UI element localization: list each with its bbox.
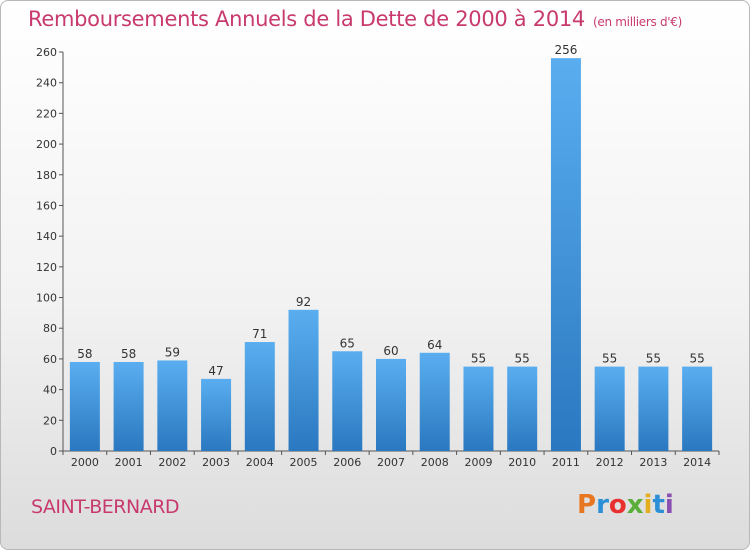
city-name: SAINT-BERNARD xyxy=(31,496,180,518)
bar-value-label: 58 xyxy=(77,347,92,361)
y-tick-label: 200 xyxy=(36,138,57,151)
chart-unit: (en milliers d'€) xyxy=(593,15,683,29)
bar-value-label: 92 xyxy=(296,295,311,309)
bar-value-label: 59 xyxy=(165,345,180,359)
bar-2004 xyxy=(244,342,275,451)
bar-2003 xyxy=(201,378,232,451)
bar-2008 xyxy=(419,352,450,451)
bar-value-label: 256 xyxy=(554,43,577,57)
bar-2007 xyxy=(376,358,406,451)
bar-value-label: 55 xyxy=(646,352,661,366)
bar-value-label: 55 xyxy=(515,352,530,366)
logo-letter: i xyxy=(664,490,674,520)
y-tick-label: 0 xyxy=(50,445,57,458)
bar-2001 xyxy=(113,361,144,451)
chart-title-text: Remboursements Annuels de la Dette de 20… xyxy=(28,7,585,31)
logo-letter: x xyxy=(626,490,644,520)
y-tick-label: 240 xyxy=(36,77,57,90)
x-tick-label: 2002 xyxy=(158,456,186,469)
x-tick-label: 2003 xyxy=(202,456,230,469)
bar-value-label: 55 xyxy=(471,352,486,366)
x-tick-label: 2011 xyxy=(552,456,580,469)
bar-value-label: 47 xyxy=(208,364,223,378)
bar-value-label: 71 xyxy=(252,327,267,341)
x-tick-label: 2001 xyxy=(115,456,143,469)
x-tick-label: 2012 xyxy=(596,456,624,469)
bar-2013 xyxy=(638,366,669,451)
y-tick-label: 20 xyxy=(43,414,57,427)
y-tick-label: 120 xyxy=(36,261,57,274)
bar-2010 xyxy=(507,366,538,451)
logo-letter: t xyxy=(652,490,665,520)
bar-value-label: 58 xyxy=(121,347,136,361)
x-tick-label: 2007 xyxy=(377,456,405,469)
x-tick-label: 2000 xyxy=(71,456,99,469)
y-tick-label: 80 xyxy=(43,322,57,335)
x-tick-label: 2004 xyxy=(246,456,274,469)
y-tick-label: 180 xyxy=(36,169,57,182)
bar-value-label: 55 xyxy=(602,352,617,366)
x-tick-label: 2005 xyxy=(290,456,318,469)
y-tick-label: 260 xyxy=(36,46,57,59)
y-tick-label: 40 xyxy=(43,384,57,397)
x-tick-label: 2013 xyxy=(639,456,667,469)
bar-2000 xyxy=(69,361,100,451)
x-tick-label: 2009 xyxy=(464,456,492,469)
bar-2014 xyxy=(682,366,713,451)
bar-2006 xyxy=(332,351,363,451)
logo-letter: P xyxy=(577,490,597,520)
bar-2011 xyxy=(550,58,581,452)
bar-value-label: 65 xyxy=(340,336,355,350)
proxiti-logo: Proxiti xyxy=(577,490,674,520)
bar-value-label: 55 xyxy=(689,352,704,366)
x-tick-label: 2006 xyxy=(333,456,361,469)
y-tick-label: 220 xyxy=(36,107,57,120)
bar-value-label: 64 xyxy=(427,338,442,352)
logo-letter: i xyxy=(643,490,653,520)
y-tick-label: 60 xyxy=(43,353,57,366)
y-tick-label: 140 xyxy=(36,230,57,243)
y-tick-label: 100 xyxy=(36,292,57,305)
x-tick-label: 2010 xyxy=(508,456,536,469)
x-tick-label: 2008 xyxy=(421,456,449,469)
bar-2012 xyxy=(594,366,625,451)
bar-2009 xyxy=(463,366,494,451)
logo-letter: o xyxy=(608,490,627,520)
bar-2002 xyxy=(157,360,188,451)
x-tick-label: 2014 xyxy=(683,456,711,469)
logo-letter: r xyxy=(596,490,609,520)
bar-value-label: 60 xyxy=(383,344,398,358)
chart-title: Remboursements Annuels de la Dette de 20… xyxy=(28,7,682,31)
bar-2005 xyxy=(288,309,319,451)
y-tick-label: 160 xyxy=(36,199,57,212)
